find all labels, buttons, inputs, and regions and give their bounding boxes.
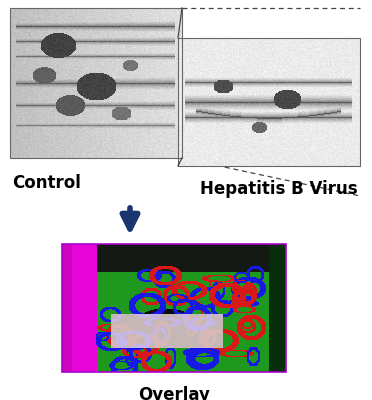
Text: Hepatitis B Virus: Hepatitis B Virus bbox=[200, 180, 358, 198]
Bar bbox=[178, 38, 360, 166]
Text: Control: Control bbox=[12, 174, 81, 192]
Bar bbox=[62, 244, 286, 372]
Text: Overlay: Overlay bbox=[138, 386, 210, 400]
Bar bbox=[10, 8, 182, 158]
